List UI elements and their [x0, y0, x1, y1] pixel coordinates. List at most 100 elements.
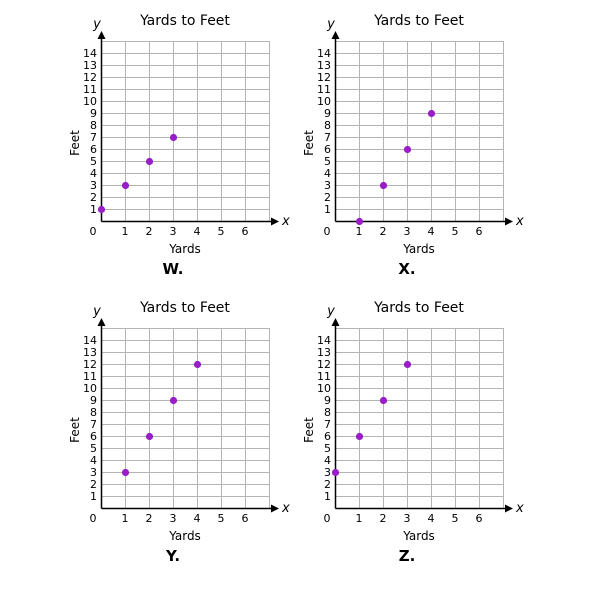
- x-tick-label: 6: [242, 225, 249, 238]
- x-tick-label: 3: [170, 225, 177, 238]
- y-tick-label: 11: [317, 83, 331, 96]
- y-tick-label: 6: [324, 430, 331, 443]
- y-tick-label: 12: [317, 358, 331, 371]
- y-tick-label: 2: [90, 478, 97, 491]
- x-tick-label: 1: [122, 512, 129, 525]
- y-tick-label: 11: [83, 83, 97, 96]
- y-tick-label: 14: [83, 334, 97, 347]
- x-tick-label: 4: [194, 512, 201, 525]
- x-axis-arrow-icon: [505, 504, 513, 513]
- y-tick-label: 6: [324, 143, 331, 156]
- y-tick-label: 4: [324, 454, 331, 467]
- x-tick-label: 2: [146, 512, 153, 525]
- y-axis-symbol: y: [92, 17, 101, 32]
- data-point: [121, 468, 130, 477]
- y-tick-label: 14: [317, 334, 331, 347]
- data-point: [193, 360, 202, 369]
- y-tick-label: 10: [317, 95, 331, 108]
- chart-title: Yards to Feet: [139, 300, 230, 316]
- x-tick-label: 3: [404, 512, 411, 525]
- y-axis-symbol: y: [326, 17, 335, 32]
- x-axis-arrow-icon: [271, 217, 279, 226]
- y-tick-label: 6: [90, 143, 97, 156]
- panel-label: Y.: [165, 547, 180, 565]
- y-tick-label: 14: [83, 47, 97, 60]
- y-tick-label: 6: [90, 430, 97, 443]
- y-tick-label: 9: [324, 394, 331, 407]
- y-tick-label: 10: [317, 382, 331, 395]
- y-axis-label: Feet: [302, 130, 316, 156]
- y-tick-label: 11: [317, 370, 331, 383]
- data-point: [97, 205, 106, 214]
- y-axis-label: Feet: [302, 417, 316, 443]
- y-axis-arrow-icon: [331, 31, 340, 39]
- y-tick-label: 7: [324, 418, 331, 431]
- x-axis-label: Yards: [168, 242, 201, 256]
- y-tick-label: 13: [317, 346, 331, 359]
- x-tick-label: 1: [122, 225, 129, 238]
- x-tick-label: 0: [324, 512, 331, 525]
- y-tick-label: 2: [324, 478, 331, 491]
- data-point: [169, 396, 178, 405]
- x-tick-label: 3: [404, 225, 411, 238]
- data-point: [121, 181, 130, 190]
- data-point: [169, 133, 178, 142]
- y-tick-label: 9: [324, 107, 331, 120]
- y-axis-label: Feet: [68, 130, 82, 156]
- panel-label: W.: [162, 260, 183, 278]
- x-tick-label: 5: [452, 225, 459, 238]
- x-tick-label: 5: [218, 512, 225, 525]
- y-tick-label: 12: [83, 358, 97, 371]
- x-tick-label: 2: [146, 225, 153, 238]
- y-tick-label: 10: [83, 382, 97, 395]
- y-tick-label: 8: [324, 119, 331, 132]
- data-point: [403, 360, 412, 369]
- y-tick-label: 5: [90, 442, 97, 455]
- y-tick-label: 12: [83, 71, 97, 84]
- y-tick-label: 7: [324, 131, 331, 144]
- y-tick-label: 12: [317, 71, 331, 84]
- y-tick-label: 1: [324, 203, 331, 216]
- y-axis-label: Feet: [68, 417, 82, 443]
- x-tick-label: 6: [476, 225, 483, 238]
- chart-title: Yards to Feet: [373, 300, 464, 316]
- chart-title: Yards to Feet: [139, 13, 230, 29]
- y-tick-label: 13: [317, 59, 331, 72]
- y-tick-label: 1: [90, 203, 97, 216]
- x-tick-label: 6: [476, 512, 483, 525]
- x-tick-label: 2: [380, 225, 387, 238]
- y-tick-label: 3: [324, 179, 331, 192]
- x-tick-label: 4: [194, 225, 201, 238]
- x-tick-label: 0: [90, 512, 97, 525]
- x-tick-label: 0: [90, 225, 97, 238]
- data-point: [379, 181, 388, 190]
- y-tick-label: 10: [83, 95, 97, 108]
- data-point: [331, 468, 340, 477]
- y-tick-label: 8: [90, 406, 97, 419]
- chart-title: Yards to Feet: [373, 13, 464, 29]
- x-axis-label: Yards: [168, 529, 201, 543]
- y-tick-label: 2: [324, 191, 331, 204]
- y-axis-arrow-icon: [97, 31, 106, 39]
- panel-label: Z.: [399, 547, 416, 565]
- y-tick-label: 7: [90, 131, 97, 144]
- y-tick-label: 4: [324, 167, 331, 180]
- y-tick-label: 8: [324, 406, 331, 419]
- x-tick-label: 1: [356, 512, 363, 525]
- x-tick-label: 4: [428, 225, 435, 238]
- y-tick-label: 1: [324, 490, 331, 503]
- y-tick-label: 11: [83, 370, 97, 383]
- data-point: [403, 145, 412, 154]
- y-tick-label: 4: [90, 454, 97, 467]
- x-axis-symbol: x: [515, 501, 524, 516]
- grid: [101, 328, 270, 508]
- y-tick-label: 3: [324, 466, 331, 479]
- y-axis-symbol: y: [326, 304, 335, 319]
- x-tick-label: 4: [428, 512, 435, 525]
- x-tick-label: 6: [242, 512, 249, 525]
- panel-label: X.: [398, 260, 415, 278]
- x-tick-label: 5: [452, 512, 459, 525]
- grid: [335, 41, 504, 221]
